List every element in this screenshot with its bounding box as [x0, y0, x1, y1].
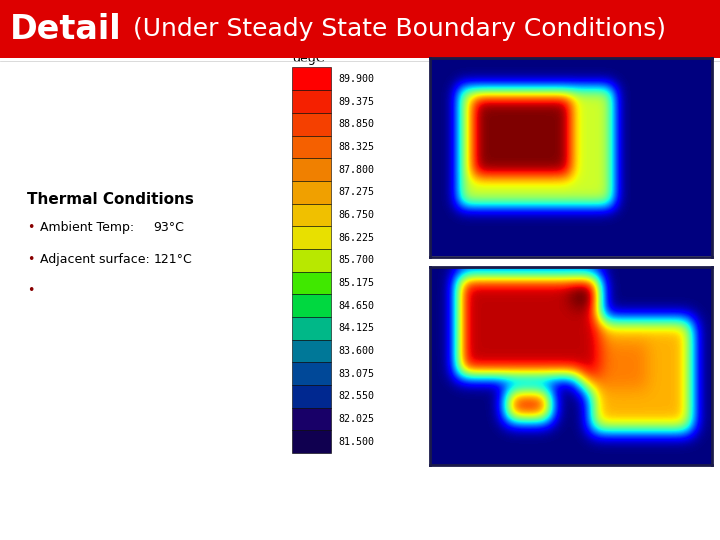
Bar — [292, 408, 331, 430]
Text: 86.750: 86.750 — [338, 210, 374, 220]
Text: 88.325: 88.325 — [338, 142, 374, 152]
Text: 89.375: 89.375 — [338, 97, 374, 106]
Text: •: • — [27, 221, 35, 234]
Text: 83.600: 83.600 — [338, 346, 374, 356]
Text: •: • — [27, 253, 35, 266]
Bar — [292, 430, 331, 453]
Text: 87.275: 87.275 — [338, 187, 374, 197]
Bar — [292, 362, 331, 385]
Text: Detail: Detail — [10, 12, 122, 46]
Bar — [292, 385, 331, 408]
Bar — [292, 90, 331, 113]
Text: 82.025: 82.025 — [338, 414, 374, 424]
Text: Adjacent surface:: Adjacent surface: — [40, 253, 150, 266]
Bar — [292, 294, 331, 317]
Text: 88.850: 88.850 — [338, 119, 374, 129]
Bar — [292, 272, 331, 294]
Text: Ambient Temp:: Ambient Temp: — [40, 221, 135, 234]
Text: 93°C: 93°C — [153, 221, 184, 234]
Text: 84.125: 84.125 — [338, 323, 374, 333]
Text: 83.075: 83.075 — [338, 369, 374, 379]
Text: degC: degC — [292, 52, 325, 65]
Text: 85.175: 85.175 — [338, 278, 374, 288]
Bar — [292, 249, 331, 272]
Text: Temperature: Temperature — [292, 37, 372, 50]
Bar — [292, 113, 331, 136]
Bar — [292, 136, 331, 158]
Text: 84.650: 84.650 — [338, 301, 374, 310]
Text: 81.500: 81.500 — [338, 437, 374, 447]
Bar — [292, 181, 331, 204]
Text: 86.225: 86.225 — [338, 233, 374, 242]
Bar — [292, 68, 331, 90]
Text: •: • — [27, 284, 35, 297]
Bar — [292, 204, 331, 226]
Bar — [292, 226, 331, 249]
Text: 89.900: 89.900 — [338, 74, 374, 84]
Text: 85.700: 85.700 — [338, 255, 374, 265]
Text: 121°C: 121°C — [153, 253, 192, 266]
Bar — [292, 158, 331, 181]
Bar — [292, 317, 331, 340]
Bar — [0, 0, 720, 58]
Text: Thermal Conditions: Thermal Conditions — [27, 192, 194, 207]
Text: 87.800: 87.800 — [338, 165, 374, 174]
Text: (Under Steady State Boundary Conditions): (Under Steady State Boundary Conditions) — [125, 17, 666, 41]
Text: 82.550: 82.550 — [338, 392, 374, 401]
Bar — [292, 340, 331, 362]
Text: Case: Case — [292, 21, 323, 34]
